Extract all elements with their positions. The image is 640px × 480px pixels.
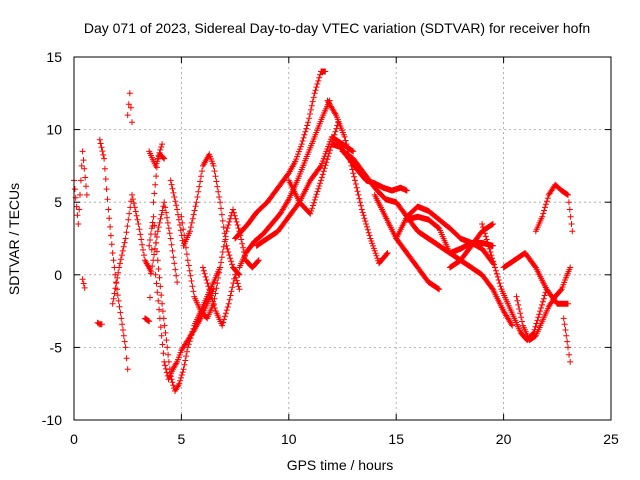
series-sat-q: [285, 119, 342, 217]
series-sat-m: [199, 264, 243, 329]
x-tick-label: 0: [70, 431, 78, 447]
series-markers: [324, 97, 391, 267]
series-markers: [328, 141, 410, 194]
series-sat-h: [146, 148, 168, 169]
series-sat-b: [79, 276, 88, 291]
series-sat-aa: [532, 181, 576, 235]
series-markers: [560, 315, 574, 365]
x-axis-ticks: 0 5 10 15 20 25: [70, 57, 619, 447]
series-markers: [232, 68, 329, 242]
y-tick-label: 15: [46, 49, 62, 65]
x-tick-label: 25: [603, 431, 619, 447]
series-sat-f: [109, 191, 181, 307]
y-tick-label: -10: [42, 412, 62, 428]
series-sat-o: [236, 97, 333, 271]
series-markers: [199, 264, 243, 329]
series-sat-d: [94, 319, 105, 328]
x-tick-label: 5: [178, 431, 186, 447]
plot-frame: [73, 56, 612, 421]
series-markers: [339, 148, 516, 329]
series-markers: [94, 319, 105, 328]
series-markers: [236, 97, 333, 271]
y-tick-label: 10: [46, 122, 62, 138]
y-tick-label: -5: [50, 339, 63, 355]
series-sat-y: [479, 221, 550, 344]
series-markers: [79, 276, 88, 291]
series-sat-e: [124, 90, 135, 126]
series-markers: [109, 191, 181, 307]
x-tick-label: 15: [388, 431, 404, 447]
grid: [74, 57, 611, 420]
series-sat-z: [500, 250, 571, 307]
data-points: [71, 68, 576, 394]
series-markers: [124, 90, 135, 126]
series-sat-l: [178, 206, 262, 322]
series-markers: [513, 264, 574, 344]
series-sat-n: [232, 68, 329, 242]
series-sat-s: [328, 141, 410, 194]
series-sat-ac: [560, 315, 574, 365]
series-sat-t: [339, 148, 516, 329]
x-tick-label: 10: [281, 431, 297, 447]
y-axis-label: SDTVAR / TECUs: [6, 183, 22, 295]
series-sat-c: [96, 136, 131, 373]
series-sat-j: [152, 271, 217, 383]
series-markers: [178, 206, 262, 322]
series-sat-r: [324, 97, 391, 267]
series-markers: [152, 271, 217, 383]
chart-title: Day 071 of 2023, Sidereal Day-to-day VTE…: [84, 20, 590, 36]
x-axis-label: GPS time / hours: [287, 457, 394, 473]
series-markers: [285, 119, 342, 217]
series-markers: [96, 136, 131, 373]
series-markers: [146, 148, 168, 169]
series-markers: [479, 221, 550, 344]
y-tick-label: 0: [54, 267, 62, 283]
series-markers: [532, 181, 576, 235]
y-tick-label: 5: [54, 194, 62, 210]
series-sat-ab: [513, 264, 574, 344]
series-markers: [500, 250, 571, 307]
y-axis-ticks: -10 -5 0 5 10 15: [42, 49, 611, 428]
x-tick-label: 20: [496, 431, 512, 447]
